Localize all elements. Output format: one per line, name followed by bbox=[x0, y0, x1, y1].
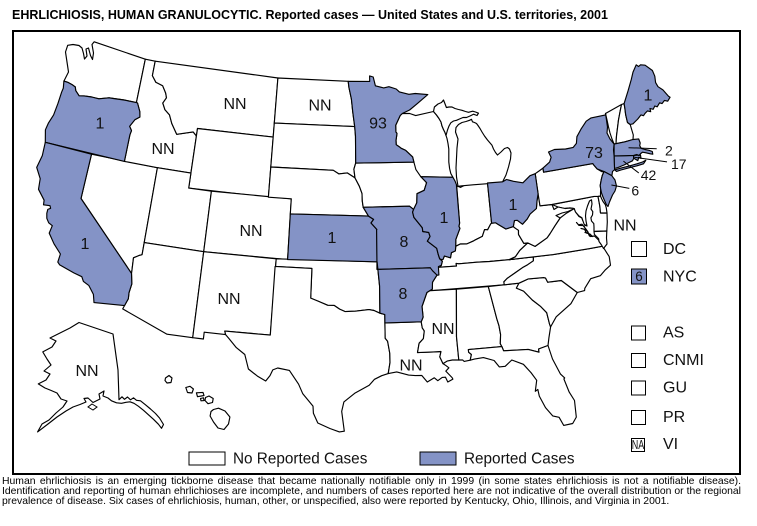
svg-text:NN: NN bbox=[613, 218, 636, 235]
svg-text:1: 1 bbox=[96, 116, 105, 133]
svg-text:93: 93 bbox=[369, 116, 387, 133]
svg-text:Reported Cases: Reported Cases bbox=[464, 451, 575, 468]
svg-text:AS: AS bbox=[663, 325, 684, 342]
svg-text:NN: NN bbox=[217, 291, 240, 308]
svg-text:NN: NN bbox=[399, 358, 422, 375]
svg-text:1: 1 bbox=[81, 236, 90, 253]
svg-text:NN: NN bbox=[308, 98, 331, 115]
svg-text:VI: VI bbox=[663, 436, 678, 453]
svg-text:DC: DC bbox=[663, 241, 686, 258]
svg-text:No Reported Cases: No Reported Cases bbox=[233, 451, 368, 468]
svg-text:NN: NN bbox=[223, 96, 246, 113]
svg-text:6: 6 bbox=[631, 183, 639, 199]
svg-text:GU: GU bbox=[663, 380, 687, 397]
svg-text:NA: NA bbox=[632, 438, 645, 452]
svg-text:NN: NN bbox=[75, 363, 98, 380]
svg-text:2: 2 bbox=[665, 142, 673, 158]
svg-text:NN: NN bbox=[239, 223, 262, 240]
svg-text:NYC: NYC bbox=[663, 269, 697, 286]
svg-text:6: 6 bbox=[635, 269, 643, 284]
svg-text:1: 1 bbox=[328, 230, 337, 247]
svg-text:42: 42 bbox=[641, 167, 657, 183]
svg-text:1: 1 bbox=[509, 197, 518, 214]
svg-text:8: 8 bbox=[399, 286, 408, 303]
svg-text:1: 1 bbox=[440, 210, 449, 227]
svg-text:1: 1 bbox=[644, 88, 653, 105]
svg-text:PR: PR bbox=[663, 409, 685, 426]
svg-text:NN: NN bbox=[151, 141, 174, 158]
svg-text:CNMI: CNMI bbox=[663, 352, 704, 369]
svg-text:73: 73 bbox=[585, 145, 603, 162]
svg-text:8: 8 bbox=[400, 234, 409, 251]
svg-text:NN: NN bbox=[431, 321, 454, 338]
svg-text:17: 17 bbox=[671, 156, 687, 172]
